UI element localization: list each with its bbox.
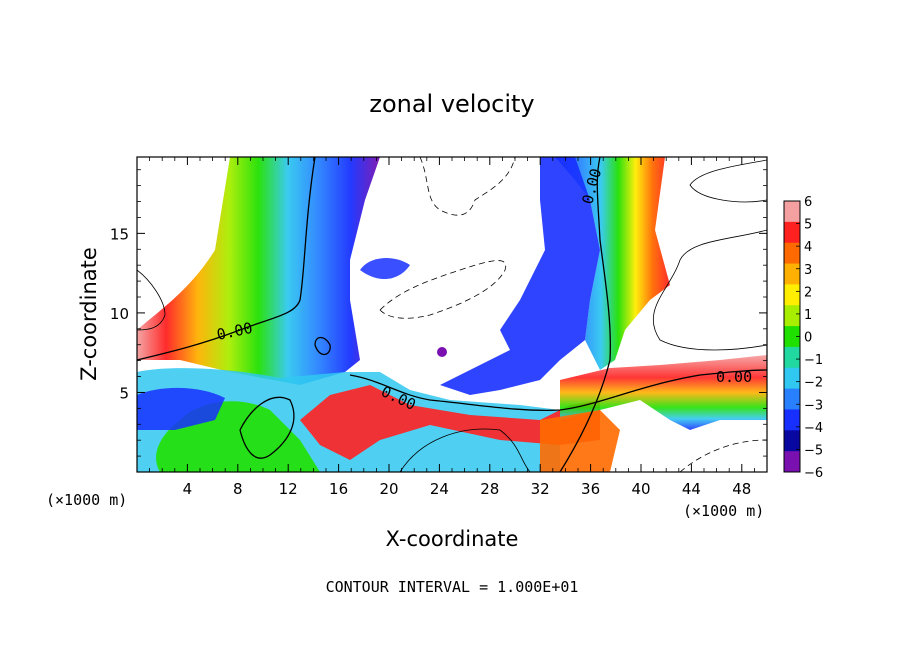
- colorbar-label: 3: [804, 263, 812, 278]
- colorbar-label: 4: [804, 240, 812, 255]
- contour-interval-note: CONTOUR INTERVAL = 1.000E+01: [326, 578, 579, 596]
- colorbar-swatch: [784, 409, 800, 431]
- x-tick-label: 40: [631, 480, 650, 498]
- contour-zero-low: [239, 396, 295, 459]
- colorbar-swatch: [784, 284, 800, 306]
- field-right-plume: [555, 157, 670, 370]
- colorbar-swatch: [784, 326, 800, 348]
- colorbar-label: 6: [804, 195, 812, 210]
- colorbar-swatch: [784, 221, 800, 244]
- x-axis: 4 8 12 16 20 24 28 32 36 40 44 48: [149, 157, 755, 498]
- x-tick-label: 4: [183, 480, 193, 498]
- x-axis-label: X-coordinate: [386, 527, 519, 551]
- field-right-blue: [440, 157, 600, 395]
- x-tick-label: 44: [682, 480, 701, 498]
- colorbar-swatch: [784, 263, 800, 285]
- contour-zero-right: [559, 157, 611, 472]
- x-tick-label: 36: [581, 480, 600, 498]
- x-tick-label: 28: [480, 480, 499, 498]
- colorbar-label: −3: [804, 398, 823, 413]
- field-lower-left-blue: [137, 387, 225, 430]
- y-axis-label: Z-coordinate: [77, 247, 101, 381]
- colorbar-swatch: [784, 367, 800, 390]
- x-tick-label: 16: [329, 480, 348, 498]
- colorbar-swatch: [784, 201, 800, 223]
- colorbar-label: −5: [804, 443, 823, 458]
- colorbar: 6 5 4 3 2 1 0 −1 −2 −3 −4 −5 −6: [783, 195, 823, 481]
- x-tick-label: 12: [279, 480, 298, 498]
- colorbar-swatch: [784, 388, 800, 410]
- chart-title: zonal velocity: [369, 90, 534, 118]
- colorbar-swatch: [784, 430, 800, 452]
- x-unit-label-right: (×1000 m): [683, 502, 764, 520]
- velocity-field: [137, 157, 767, 472]
- contour-zero-left: [137, 157, 316, 361]
- colorbar-label: −2: [804, 376, 823, 391]
- y-tick-label: 10: [110, 305, 129, 323]
- colorbar-label: −6: [804, 466, 823, 481]
- colorbar-label: 5: [804, 218, 812, 233]
- contour-zero-mid: [349, 369, 767, 411]
- colorbar-label: 0: [804, 331, 812, 346]
- contour-thin-left: [137, 269, 166, 331]
- contour-thin-right2: [652, 229, 767, 351]
- field-left-plume: [137, 157, 380, 385]
- x-tick-label: 48: [732, 480, 751, 498]
- y-axis: 5 10 15: [110, 169, 767, 457]
- field-right-bottom: [540, 410, 620, 472]
- field-dot: [437, 347, 447, 357]
- contour-dash-bottom: [679, 439, 767, 472]
- contour-thin-right: [689, 159, 767, 203]
- colorbar-label: −1: [804, 353, 823, 368]
- contour-lines: [137, 157, 767, 472]
- field-blob: [360, 258, 410, 280]
- x-unit-label-left: (×1000 m): [46, 491, 127, 509]
- x-tick-label: 20: [379, 480, 398, 498]
- colorbar-label: −4: [804, 421, 823, 436]
- colorbar-label: 2: [804, 285, 812, 300]
- colorbar-swatch: [784, 305, 800, 327]
- colorbar-swatch: [784, 346, 800, 369]
- contour-dash-mid: [379, 260, 507, 319]
- y-tick-label: 15: [110, 225, 129, 243]
- colorbar-swatch: [784, 451, 800, 473]
- contour-label: 0.00: [716, 368, 752, 386]
- contour-dash-top: [419, 157, 516, 216]
- x-tick-label: 8: [233, 480, 243, 498]
- contour-lobe: [314, 336, 331, 356]
- y-tick-label: 5: [119, 384, 129, 402]
- colorbar-swatch: [784, 242, 800, 265]
- field-red-band: [300, 385, 600, 460]
- contour-thin-bottom: [399, 428, 531, 472]
- x-tick-label: 32: [531, 480, 550, 498]
- x-tick-label: 24: [430, 480, 449, 498]
- colorbar-label: 1: [804, 308, 812, 323]
